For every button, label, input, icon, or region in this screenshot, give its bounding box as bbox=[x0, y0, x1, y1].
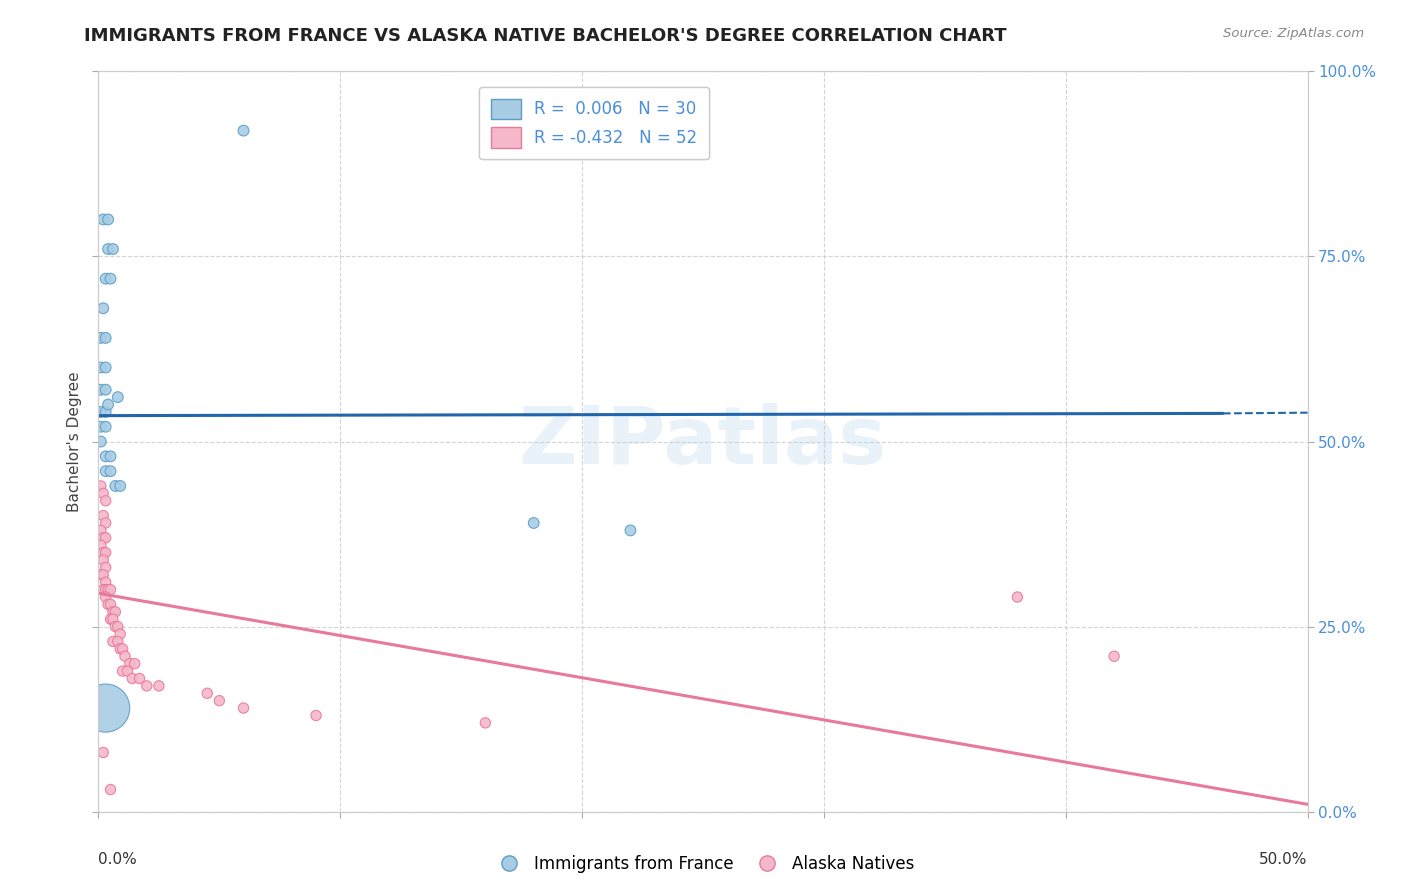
Point bbox=[101, 634, 124, 648]
Point bbox=[91, 531, 114, 545]
Point bbox=[128, 672, 150, 686]
Point bbox=[114, 649, 136, 664]
Point bbox=[97, 582, 120, 597]
Point bbox=[94, 575, 117, 590]
Point bbox=[97, 212, 120, 227]
Point bbox=[107, 634, 129, 648]
Point bbox=[90, 524, 112, 538]
Point bbox=[108, 627, 131, 641]
Point bbox=[94, 516, 117, 530]
Point bbox=[101, 612, 124, 626]
Point bbox=[94, 493, 117, 508]
Point bbox=[523, 516, 546, 530]
Point bbox=[100, 271, 122, 285]
Point bbox=[108, 641, 131, 656]
Point bbox=[111, 641, 134, 656]
Point bbox=[124, 657, 146, 671]
Text: 50.0%: 50.0% bbox=[1260, 853, 1308, 867]
Point bbox=[474, 715, 496, 730]
Point bbox=[148, 679, 170, 693]
Legend: Immigrants from France, Alaska Natives: Immigrants from France, Alaska Natives bbox=[485, 848, 921, 880]
Point bbox=[91, 746, 114, 760]
Point bbox=[94, 383, 117, 397]
Point bbox=[94, 582, 117, 597]
Point bbox=[91, 546, 114, 560]
Point bbox=[117, 664, 139, 678]
Point bbox=[100, 450, 122, 464]
Point bbox=[107, 619, 129, 633]
Point bbox=[91, 212, 114, 227]
Point bbox=[94, 405, 117, 419]
Point bbox=[90, 538, 112, 552]
Point bbox=[90, 405, 112, 419]
Text: Source: ZipAtlas.com: Source: ZipAtlas.com bbox=[1223, 27, 1364, 40]
Y-axis label: Bachelor's Degree: Bachelor's Degree bbox=[67, 371, 83, 512]
Point bbox=[100, 582, 122, 597]
Point bbox=[104, 479, 127, 493]
Point bbox=[97, 598, 120, 612]
Point bbox=[94, 419, 117, 434]
Point bbox=[100, 782, 122, 797]
Point bbox=[100, 464, 122, 478]
Point bbox=[91, 582, 114, 597]
Point bbox=[101, 605, 124, 619]
Legend: R =  0.006   N = 30, R = -0.432   N = 52: R = 0.006 N = 30, R = -0.432 N = 52 bbox=[479, 87, 709, 160]
Point bbox=[619, 524, 641, 538]
Point bbox=[90, 360, 112, 375]
Point bbox=[91, 567, 114, 582]
Point bbox=[121, 672, 143, 686]
Point bbox=[90, 331, 112, 345]
Point bbox=[94, 546, 117, 560]
Text: 0.0%: 0.0% bbox=[98, 853, 138, 867]
Point bbox=[94, 701, 117, 715]
Point bbox=[208, 694, 231, 708]
Point bbox=[104, 605, 127, 619]
Point bbox=[108, 479, 131, 493]
Text: IMMIGRANTS FROM FRANCE VS ALASKA NATIVE BACHELOR'S DEGREE CORRELATION CHART: IMMIGRANTS FROM FRANCE VS ALASKA NATIVE … bbox=[84, 27, 1007, 45]
Point bbox=[100, 598, 122, 612]
Point bbox=[94, 531, 117, 545]
Point bbox=[107, 390, 129, 404]
Point bbox=[94, 360, 117, 375]
Point bbox=[101, 242, 124, 256]
Point bbox=[97, 398, 120, 412]
Point bbox=[94, 271, 117, 285]
Point bbox=[91, 301, 114, 316]
Point bbox=[195, 686, 218, 700]
Point bbox=[90, 383, 112, 397]
Point bbox=[135, 679, 157, 693]
Point bbox=[94, 450, 117, 464]
Point bbox=[94, 464, 117, 478]
Point bbox=[91, 508, 114, 523]
Point bbox=[104, 619, 127, 633]
Point bbox=[91, 486, 114, 500]
Point bbox=[232, 701, 254, 715]
Point bbox=[94, 590, 117, 604]
Point bbox=[90, 567, 112, 582]
Point bbox=[1102, 649, 1125, 664]
Point bbox=[1007, 590, 1029, 604]
Point bbox=[232, 123, 254, 137]
Point bbox=[94, 331, 117, 345]
Point bbox=[111, 664, 134, 678]
Point bbox=[91, 553, 114, 567]
Point bbox=[90, 434, 112, 449]
Point bbox=[90, 419, 112, 434]
Point bbox=[305, 708, 328, 723]
Point bbox=[97, 242, 120, 256]
Point bbox=[90, 479, 112, 493]
Point bbox=[94, 560, 117, 574]
Point bbox=[118, 657, 141, 671]
Text: ZIPatlas: ZIPatlas bbox=[519, 402, 887, 481]
Point bbox=[100, 612, 122, 626]
